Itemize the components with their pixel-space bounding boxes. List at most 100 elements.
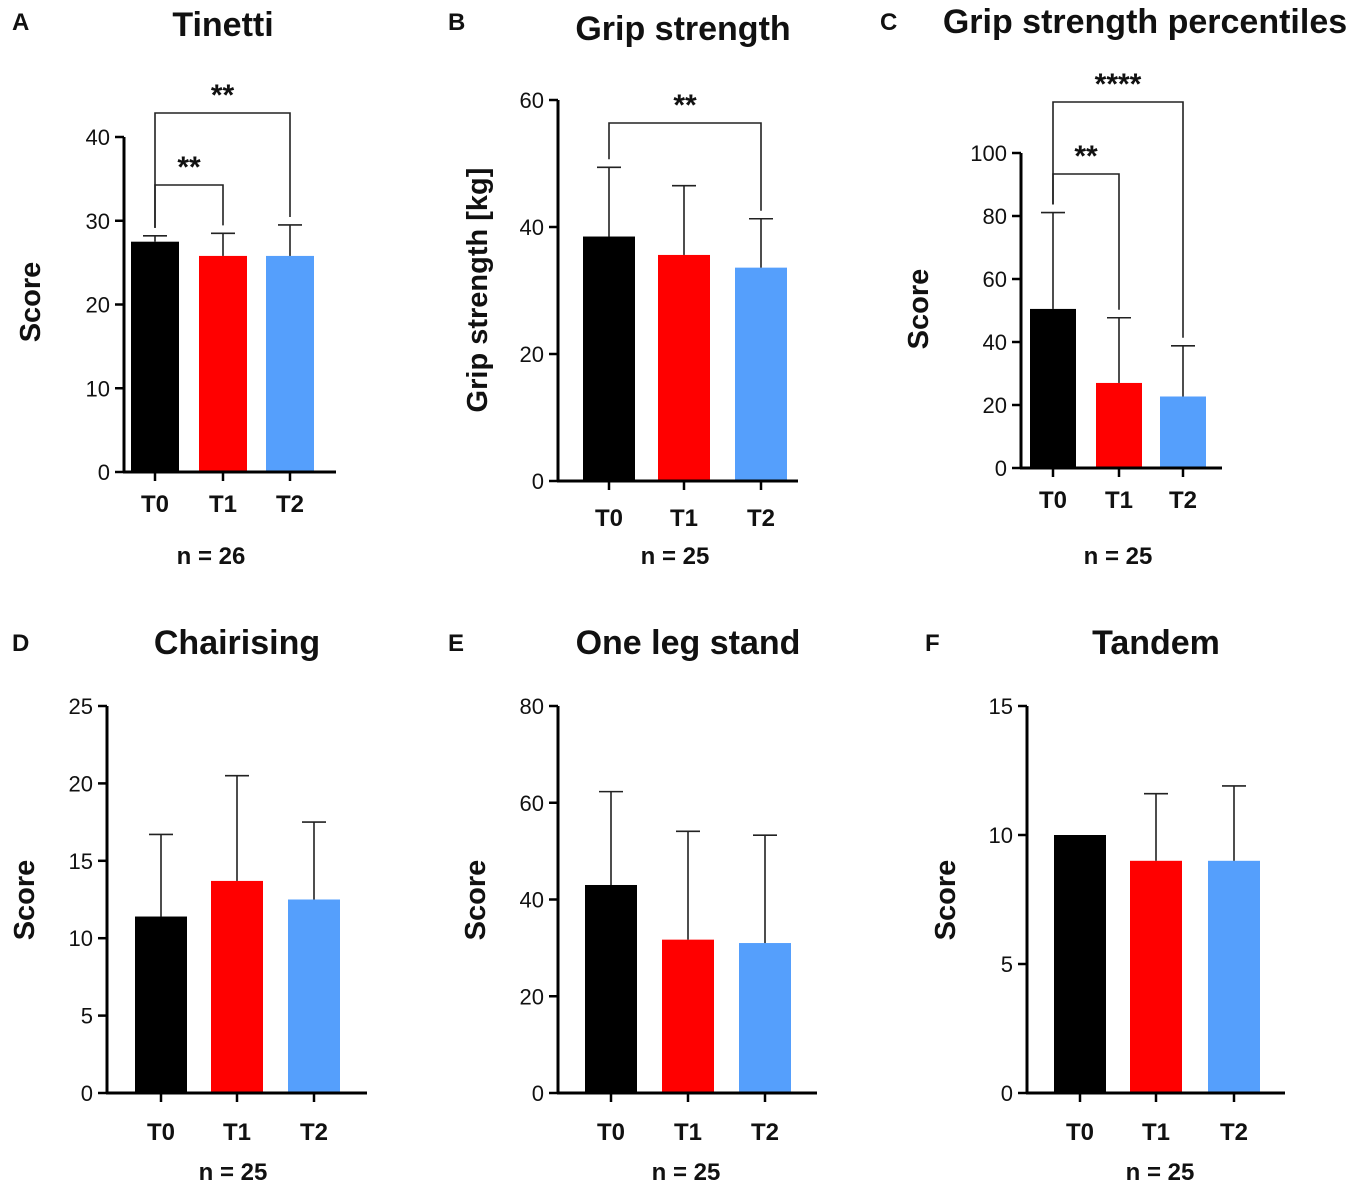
x-tick-label-t0: T0 [141, 491, 169, 518]
bar-t2 [266, 255, 314, 472]
y-tick-label: 0 [1001, 1081, 1013, 1106]
y-tick-label: 20 [983, 393, 1007, 418]
y-tick-label: 10 [86, 376, 110, 401]
y-tick-label: 0 [81, 1081, 93, 1106]
panel-letter: F [925, 630, 940, 657]
bar-t1 [199, 255, 247, 472]
y-tick-label: 0 [995, 456, 1007, 481]
x-tick-label-t1: T1 [670, 505, 698, 532]
x-tick-label-t2: T2 [751, 1119, 779, 1146]
significance-bracket [608, 122, 762, 211]
panel-letter: D [12, 630, 29, 657]
y-tick-label: 80 [520, 694, 544, 719]
x-tick-label-t2: T2 [300, 1119, 328, 1146]
chart-title: Chairising [154, 624, 320, 662]
panel-letter: C [880, 9, 897, 36]
sample-size-label: n = 25 [641, 543, 710, 570]
y-tick-label: 60 [520, 88, 544, 113]
x-tick-label-t0: T0 [595, 505, 623, 532]
significance-label: ** [177, 151, 201, 184]
y-axis-title: Score [15, 262, 47, 343]
significance-bracket [1052, 101, 1184, 338]
y-tick-label: 10 [989, 823, 1013, 848]
chart-title: One leg stand [576, 624, 801, 662]
y-tick-label: 0 [532, 469, 544, 494]
chart-panel-f: F Tandem 0 5 10 15 T0 T1 T2 Score n = 25 [925, 624, 1285, 1186]
y-tick-label: 40 [86, 125, 110, 150]
y-tick-label: 25 [69, 694, 93, 719]
y-tick-label: 15 [989, 694, 1013, 719]
bar-t2 [1160, 396, 1206, 468]
bar-t1 [1130, 860, 1182, 1093]
x-tick-label-t0: T0 [1066, 1119, 1094, 1146]
bar-t2 [735, 267, 787, 481]
x-tick-label-t0: T0 [1039, 487, 1067, 514]
x-tick-label-t1: T1 [209, 491, 237, 518]
panel-letter: A [12, 9, 29, 36]
significance-bracket [154, 184, 224, 228]
sample-size-label: n = 26 [177, 543, 246, 570]
chart-title: Grip strength [575, 10, 790, 48]
y-tick-label: 40 [983, 330, 1007, 355]
bar-t0 [131, 241, 179, 472]
y-tick-label: 20 [520, 342, 544, 367]
chart-title: Tandem [1092, 624, 1220, 662]
bar-t0 [135, 916, 187, 1093]
y-tick-label: 20 [86, 293, 110, 318]
bar-t2 [739, 943, 791, 1093]
chart-panel-c: C Grip strength percentiles 0 20 40 60 80 100 T0… [880, 3, 1347, 570]
panel-letter: B [448, 9, 465, 36]
y-tick-label: 40 [520, 888, 544, 913]
y-tick-label: 0 [98, 460, 110, 485]
y-axis-title: Score [903, 269, 935, 350]
bar-t0 [585, 884, 637, 1093]
x-tick-label-t1: T1 [674, 1119, 702, 1146]
x-tick-label-t2: T2 [747, 505, 775, 532]
y-tick-label: 20 [520, 984, 544, 1009]
significance-label: **** [1095, 68, 1142, 101]
bar-t0 [1030, 308, 1076, 468]
chart-panel-b: B Grip strength 0 20 40 60 T0 T1 T2 Grip strength… [448, 9, 798, 570]
y-tick-label: 0 [532, 1081, 544, 1106]
y-tick-label: 100 [970, 141, 1007, 166]
bar-t1 [662, 939, 714, 1093]
y-tick-label: 60 [983, 267, 1007, 292]
significance-label: ** [673, 89, 697, 122]
x-tick-label-t1: T1 [1142, 1119, 1170, 1146]
x-tick-label-t2: T2 [1169, 487, 1197, 514]
x-tick-label-t0: T0 [597, 1119, 625, 1146]
y-tick-label: 20 [69, 771, 93, 796]
x-tick-label-t0: T0 [147, 1119, 175, 1146]
bar-t2 [1208, 860, 1260, 1093]
bar-t2 [288, 899, 340, 1093]
sample-size-label: n = 25 [1084, 543, 1153, 570]
sample-size-label: n = 25 [199, 1159, 268, 1186]
y-tick-label: 5 [1001, 952, 1013, 977]
y-axis-title: Score [9, 860, 41, 941]
significance-label: ** [211, 79, 235, 112]
significance-label: ** [1074, 140, 1098, 173]
y-axis-title: Score [460, 860, 492, 941]
chart-panel-a: A Tinetti 0 10 20 30 40 T0 T1 T2 Score n = 26 ** ** [12, 6, 336, 570]
chart-panel-d: D Chairising 0 5 10 15 20 25 T0 T1 T2 Score n = 25 [9, 624, 367, 1186]
x-tick-label-t2: T2 [1220, 1119, 1248, 1146]
y-tick-label: 60 [520, 791, 544, 816]
y-tick-label: 80 [983, 204, 1007, 229]
y-tick-label: 40 [520, 215, 544, 240]
y-axis-title: Grip strength [kg] [462, 168, 494, 413]
bar-t1 [658, 254, 710, 481]
significance-bracket [1052, 173, 1120, 310]
y-tick-label: 5 [81, 1004, 93, 1029]
panel-letter: E [448, 630, 464, 657]
x-tick-label-t2: T2 [276, 491, 304, 518]
bar-t0 [1054, 835, 1106, 1093]
x-tick-label-t1: T1 [1105, 487, 1133, 514]
bar-t1 [1096, 382, 1142, 468]
y-tick-label: 30 [86, 209, 110, 234]
bar-t1 [211, 880, 263, 1093]
chart-panel-e: E One leg stand 0 20 40 60 80 T0 T1 T2 Score n = 25 [448, 624, 817, 1186]
y-axis-title: Score [930, 860, 962, 941]
x-tick-label-t1: T1 [223, 1119, 251, 1146]
bar-t0 [583, 236, 635, 481]
